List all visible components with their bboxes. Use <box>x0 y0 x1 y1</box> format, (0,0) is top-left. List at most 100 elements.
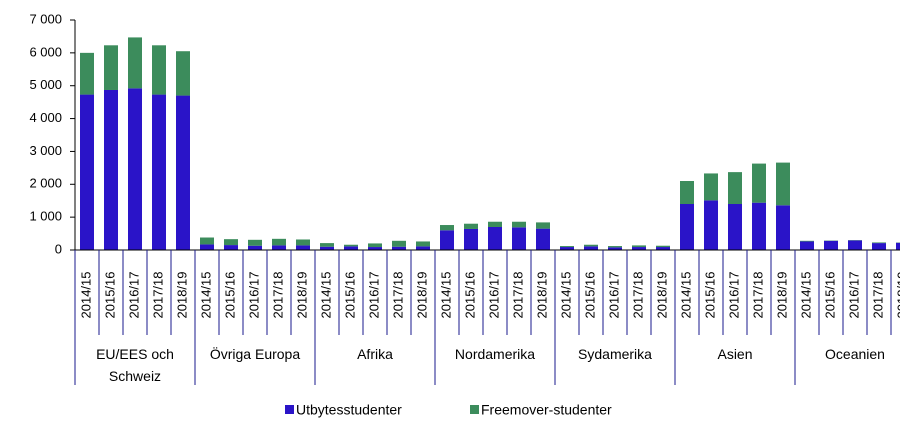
x-tick-label: 2014/15 <box>198 272 213 319</box>
bar-segment <box>224 245 238 250</box>
bar-segment <box>296 245 310 250</box>
bar-segment <box>248 245 262 250</box>
bar-segment <box>320 243 334 247</box>
bar-segment <box>344 244 358 247</box>
x-tick-label: 2017/18 <box>510 272 525 319</box>
x-tick-label: 2014/15 <box>438 272 453 319</box>
group-label: Sydamerika <box>578 346 652 362</box>
bar-segment <box>656 245 670 248</box>
bar-segment <box>200 237 214 245</box>
bar-segment <box>464 223 478 229</box>
x-tick-label: 2018/19 <box>654 272 669 319</box>
bar-segment <box>512 221 526 228</box>
bar-segment <box>176 51 190 96</box>
bar-segment <box>680 204 694 250</box>
bar-segment <box>776 162 790 206</box>
x-tick-label: 2016/17 <box>246 272 261 319</box>
bar-segment <box>872 242 886 244</box>
bar-segment <box>128 88 142 250</box>
bar-segment <box>848 240 862 250</box>
bar-segment <box>104 89 118 250</box>
y-tick-label: 3 000 <box>29 143 62 158</box>
bar-segment <box>440 225 454 231</box>
bar-segment <box>368 243 382 248</box>
y-tick-label: 6 000 <box>29 44 62 59</box>
bar-segment <box>584 244 598 247</box>
bar-segment <box>272 245 286 250</box>
y-tick-label: 1 000 <box>29 209 62 224</box>
bar-segment <box>176 95 190 250</box>
x-tick-label: 2015/16 <box>702 272 717 319</box>
bar-segment <box>656 247 670 250</box>
bar-segment <box>320 246 334 250</box>
bar-segment <box>560 247 574 250</box>
group-label: Oceanien <box>825 346 885 362</box>
x-tick-label: 2017/18 <box>270 272 285 319</box>
x-tick-label: 2018/19 <box>294 272 309 319</box>
y-tick-label: 0 <box>55 241 62 256</box>
bar-segment <box>704 200 718 250</box>
bar-segment <box>200 244 214 250</box>
bar-segment <box>440 230 454 250</box>
bar-segment <box>728 172 742 204</box>
x-tick-label: 2015/16 <box>102 272 117 319</box>
x-tick-label: 2017/18 <box>870 272 885 319</box>
group-label: Övriga Europa <box>209 346 301 362</box>
x-tick-label: 2014/15 <box>318 272 333 319</box>
bar-segment <box>752 202 766 250</box>
bar-segment <box>512 227 526 250</box>
bar-segment <box>464 228 478 250</box>
x-tick-label: 2018/19 <box>534 272 549 319</box>
bar-segment <box>248 239 262 246</box>
bar-segment <box>272 238 286 246</box>
bar-segment <box>80 94 94 250</box>
x-tick-label: 2014/15 <box>78 272 93 319</box>
legend-swatch <box>470 405 479 414</box>
group-label: Afrika <box>357 346 393 362</box>
bar-segment <box>128 37 142 89</box>
x-tick-label: 2015/16 <box>462 272 477 319</box>
bar-segment <box>536 222 550 229</box>
y-tick-label: 5 000 <box>29 77 62 92</box>
legend-swatch <box>285 405 294 414</box>
bar-segment <box>896 242 900 250</box>
bar-segment <box>800 240 814 242</box>
bar-segment <box>416 246 430 250</box>
bar-segment <box>560 246 574 248</box>
bar-segment <box>296 239 310 246</box>
bar-segment <box>392 246 406 250</box>
bar-segment <box>392 240 406 247</box>
y-tick-label: 7 000 <box>29 11 62 26</box>
x-tick-label: 2016/17 <box>726 272 741 319</box>
x-tick-label: 2015/16 <box>342 272 357 319</box>
y-tick-label: 4 000 <box>29 110 62 125</box>
x-tick-label: 2014/15 <box>798 272 813 319</box>
x-tick-label: 2017/18 <box>150 272 165 319</box>
bar-segment <box>776 205 790 250</box>
legend-label: Freemover-studenter <box>481 402 612 418</box>
bar-segment <box>632 247 646 250</box>
group-label: Asien <box>717 346 753 362</box>
bar-segment <box>872 243 886 250</box>
x-tick-label: 2014/15 <box>678 272 693 319</box>
bar-segment <box>704 173 718 201</box>
x-tick-label: 2017/18 <box>390 272 405 319</box>
x-tick-label: 2015/16 <box>582 272 597 319</box>
bar-segment <box>152 94 166 250</box>
x-tick-label: 2017/18 <box>750 272 765 319</box>
x-tick-label: 2016/17 <box>606 272 621 319</box>
bar-segment <box>536 228 550 250</box>
x-tick-label: 2018/19 <box>174 272 189 319</box>
x-tick-label: 2016/17 <box>366 272 381 319</box>
legend-label: Utbytesstudenter <box>296 402 402 418</box>
bar-segment <box>344 246 358 250</box>
x-tick-label: 2018/19 <box>414 272 429 319</box>
x-tick-label: 2017/18 <box>630 272 645 319</box>
bar-segment <box>224 239 238 246</box>
x-tick-label: 2014/15 <box>558 272 573 319</box>
x-tick-label: 2018/19 <box>894 272 900 319</box>
x-tick-label: 2016/17 <box>486 272 501 319</box>
y-tick-label: 2 000 <box>29 176 62 191</box>
